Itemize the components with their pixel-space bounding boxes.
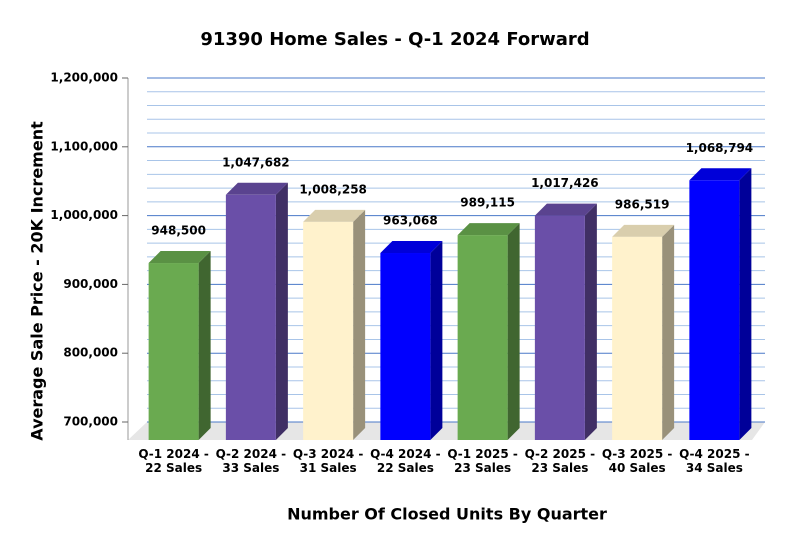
bar-top (534, 203, 597, 216)
bar-top (148, 251, 211, 264)
x-tick-label: Q-3 2025 - 40 Sales (601, 447, 673, 475)
bar (689, 180, 740, 441)
x-tick-label: Q-3 2024 - 31 Sales (292, 447, 364, 475)
x-tick-label: Q-4 2025 - 34 Sales (679, 447, 750, 475)
bar-top (457, 223, 520, 236)
bar-side (353, 209, 366, 440)
bar (380, 253, 431, 440)
x-tick-label: Q-1 2025 - 23 Sales (447, 447, 518, 475)
x-axis-title: Number Of Closed Units By Quarter (287, 505, 607, 524)
value-label: 1,017,426 (531, 176, 599, 190)
bar (225, 194, 276, 440)
bar-side (430, 241, 443, 440)
y-tick-label: 700,000 (63, 415, 118, 429)
value-label: 948,500 (151, 224, 206, 238)
bar-side (739, 168, 752, 441)
x-tick-label: Q-4 2024 - 22 Sales (370, 447, 441, 475)
y-tick-label: 900,000 (63, 277, 118, 291)
bar (534, 215, 585, 440)
bar-side (507, 223, 520, 440)
y-tick-label: 800,000 (63, 346, 118, 360)
value-label: 989,115 (460, 196, 515, 210)
bar-top (612, 224, 675, 237)
y-tick-label: 1,200,000 (50, 71, 118, 85)
value-label: 1,008,258 (299, 182, 367, 196)
value-label: 1,047,682 (222, 155, 290, 169)
bar-side (275, 182, 288, 440)
y-tick-label: 1,000,000 (50, 208, 118, 222)
y-axis-title: Average Sale Price - 20K Increment (28, 121, 47, 441)
y-tick-label: 1,100,000 (50, 139, 118, 153)
x-tick-label: Q-1 2024 - 22 Sales (138, 447, 209, 475)
bar-side (584, 203, 597, 440)
chart-title: 91390 Home Sales - Q-1 2024 Forward (200, 29, 589, 50)
value-label: 1,068,794 (686, 141, 754, 155)
bar (612, 236, 663, 440)
bar (457, 235, 508, 440)
bar-side (662, 224, 675, 440)
bar (148, 263, 199, 440)
bar-top (303, 209, 366, 222)
bar-top (225, 182, 288, 195)
bar (303, 221, 354, 440)
value-label: 963,068 (383, 214, 438, 228)
bar-top (689, 168, 752, 181)
x-tick-label: Q-2 2024 - 33 Sales (215, 447, 287, 475)
bar-top (380, 241, 443, 254)
bar-side (198, 251, 211, 440)
x-tick-label: Q-2 2025 - 23 Sales (524, 447, 596, 475)
value-label: 986,519 (615, 197, 670, 211)
